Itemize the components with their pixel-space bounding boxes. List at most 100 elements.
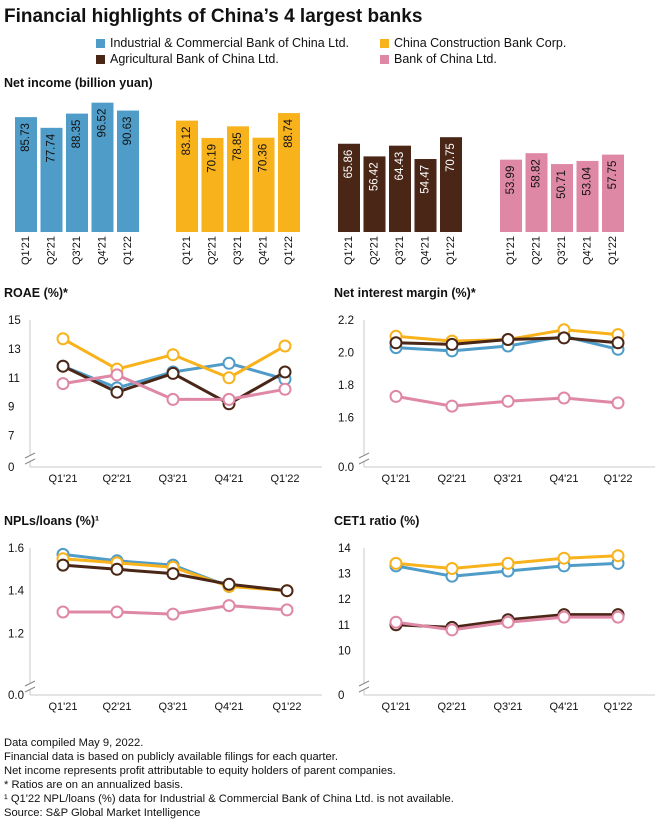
point-abc-3 [222, 577, 236, 591]
bar-ccb-3 [252, 137, 275, 232]
bar-label-icbc-0: 85.73 [20, 123, 32, 152]
x-tick-label: Q3'21 [493, 701, 522, 713]
point-ccb-3 [222, 371, 236, 385]
point-ccb-4 [278, 339, 292, 353]
point-ccb-2 [501, 556, 515, 570]
net-income-title: Net income (billion yuan) [4, 76, 153, 90]
x-tick-label: Q4'21 [97, 236, 109, 265]
footnote-net-income: Net income represents profit attributabl… [4, 765, 396, 777]
footnote-npl: ¹ Q1'22 NPL/loans (%) data for Industria… [4, 793, 454, 805]
roae-title: ROAE (%)* [4, 286, 68, 300]
x-tick-label: Q1'21 [181, 236, 193, 265]
x-tick-label: Q2'21 [102, 701, 131, 713]
point-boc-1 [110, 368, 124, 382]
bar-icbc-4 [117, 110, 139, 232]
point-boc-0 [56, 377, 70, 391]
footnotes: Data compiled May 9, 2022. Financial dat… [4, 736, 454, 820]
x-tick-label: Q2'21 [369, 236, 381, 265]
legend-swatch-abc [96, 54, 105, 64]
legend-label-icbc: Industrial & Commercial Bank of China Lt… [110, 36, 349, 50]
bar-label-abc-2: 64.43 [394, 152, 406, 181]
y-tick-label: 1.4 [8, 586, 25, 598]
point-abc-1 [110, 385, 124, 399]
page-title: Financial highlights of China’s 4 larges… [4, 6, 423, 27]
bar-abc-1 [363, 156, 386, 232]
point-abc-4 [611, 336, 625, 350]
bar-label-boc-4: 57.75 [607, 161, 619, 190]
x-tick-label: Q4'21 [214, 701, 243, 713]
npl-title: NPLs/loans (%)¹ [4, 514, 99, 528]
x-tick-label: Q1'22 [283, 236, 295, 265]
point-abc-1 [445, 337, 459, 351]
point-boc-2 [501, 394, 515, 408]
point-boc-4 [611, 396, 625, 410]
point-ccb-0 [389, 556, 403, 570]
point-ccb-1 [445, 562, 459, 575]
bar-label-abc-1: 56.42 [369, 162, 381, 191]
y-tick-label: 13 [338, 569, 351, 581]
bar-label-ccb-0: 83.12 [181, 127, 193, 156]
x-tick-label: Q3'21 [158, 701, 187, 713]
bar-abc-3 [414, 159, 437, 232]
legend-item-icbc: Industrial & Commercial Bank of China Lt… [96, 36, 349, 50]
bar-icbc-2 [66, 113, 88, 232]
point-icbc-3 [222, 356, 236, 370]
point-abc-4 [278, 365, 292, 379]
axis-break-marker [24, 452, 36, 465]
point-abc-3 [557, 331, 571, 345]
nim-title: Net interest margin (%)* [334, 286, 476, 300]
axis-break-marker [358, 452, 370, 465]
point-abc-2 [166, 366, 180, 380]
x-tick-label: Q1'22 [272, 701, 301, 713]
x-tick-label: Q3'21 [158, 473, 187, 485]
y-tick-label: 10 [338, 645, 351, 657]
legend-label-boc: Bank of China Ltd. [394, 52, 497, 66]
point-abc-0 [389, 336, 403, 350]
y-tick-label: 2.2 [338, 315, 354, 327]
y-tick-label: 11 [338, 620, 350, 632]
bar-boc-1 [525, 153, 548, 232]
bar-icbc-3 [91, 102, 114, 232]
legend-item-ccb: China Construction Bank Corp. [380, 36, 566, 50]
bar-label-ccb-2: 78.85 [232, 132, 244, 161]
footnote-filings: Financial data is based on publicly avai… [4, 751, 338, 763]
x-tick-label: Q3'21 [71, 236, 83, 265]
bar-label-ccb-4: 88.74 [283, 118, 295, 147]
x-tick-label: Q1'21 [381, 701, 410, 713]
point-boc-0 [389, 389, 403, 403]
point-boc-4 [278, 382, 292, 396]
bar-abc-4 [440, 137, 462, 232]
bar-label-ccb-3: 70.36 [258, 144, 270, 173]
x-tick-label: Q1'21 [20, 236, 32, 265]
legend-swatch-ccb [380, 38, 389, 48]
bar-icbc-1 [40, 127, 63, 232]
y-tick-label: 1.6 [338, 413, 354, 425]
x-tick-label: Q1'22 [122, 236, 134, 265]
point-boc-4 [280, 603, 294, 617]
x-tick-label: Q2'21 [207, 236, 219, 265]
chart-npl: NPLs/loans (%)¹ 1.2 1.4 1.6 0.0 Q1'21 Q2'21 Q3'… [4, 514, 322, 713]
point-boc-2 [166, 392, 180, 406]
y-tick-label: 9 [8, 402, 14, 414]
x-tick-label: Q2'21 [102, 473, 131, 485]
point-boc-0 [389, 615, 403, 629]
x-tick-label: Q1'21 [343, 236, 355, 265]
bar-boc-3 [576, 160, 599, 232]
y-tick-label: 11 [8, 373, 20, 385]
point-ccb-4 [611, 549, 625, 563]
charts-canvas: Net income (billion yuan) 85.73 Q1'21 77.74… [4, 76, 655, 713]
x-tick-label: Q3'21 [394, 236, 406, 265]
bar-icbc-0 [15, 117, 37, 232]
bar-boc-2 [551, 164, 573, 232]
x-tick-label: Q1'21 [381, 473, 410, 485]
bar-boc-4 [602, 154, 624, 232]
x-tick-label: Q1'22 [603, 473, 632, 485]
x-tick-label: Q3'21 [556, 236, 568, 265]
legend-label-abc: Agricultural Bank of China Ltd. [110, 52, 279, 66]
bar-boc-0 [500, 159, 522, 232]
bar-ccb-4 [278, 113, 300, 232]
bar-label-boc-1: 58.82 [531, 159, 543, 188]
x-tick-label: Q2'21 [437, 473, 466, 485]
legend-swatch-icbc [96, 38, 105, 48]
x-tick-label: Q4'21 [549, 701, 578, 713]
